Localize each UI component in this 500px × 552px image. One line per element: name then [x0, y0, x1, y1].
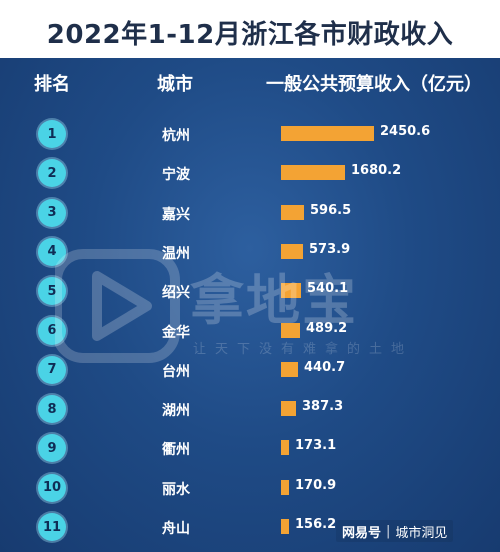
bar-row: 10 丽水 170.9	[0, 473, 500, 503]
source-credit: 网易号 | 城市洞见	[336, 520, 454, 542]
source-name: 城市洞见	[395, 525, 448, 541]
city-label: 衢州	[162, 442, 190, 459]
city-label: 宁波	[162, 167, 190, 184]
value-bar	[281, 204, 304, 220]
value-label: 173.1	[295, 438, 337, 454]
rank-badge: 2	[38, 159, 66, 188]
value-label: 387.3	[302, 399, 344, 415]
value-bar	[281, 283, 301, 299]
bar-row: 4 温州 573.9	[0, 237, 500, 267]
rank-badge: 3	[38, 198, 66, 227]
watermark-slogan: 让天下没有难拿的土地	[193, 342, 414, 357]
city-label: 舟山	[162, 521, 190, 537]
bar-row: 6 金华 489.2	[0, 316, 500, 346]
rank-badge: 11	[38, 513, 66, 541]
rank-badge: 8	[38, 395, 66, 424]
title-band	[0, 0, 500, 58]
city-label: 金华	[162, 324, 190, 341]
rank-badge: 4	[38, 237, 66, 266]
bar-row: 3 嘉兴 596.5	[0, 198, 500, 228]
city-label: 杭州	[162, 128, 190, 144]
value-bar	[281, 361, 298, 377]
value-bar	[281, 519, 289, 534]
value-bar	[281, 165, 345, 181]
column-header-rank: 排名	[34, 74, 70, 95]
value-label: 1680.2	[351, 163, 402, 179]
rank-badge: 5	[38, 277, 66, 306]
value-bar	[281, 401, 296, 417]
value-bar	[281, 126, 374, 141]
column-header-city: 城市	[157, 74, 193, 95]
value-label: 596.5	[310, 202, 352, 218]
value-bar	[281, 322, 300, 338]
watermark-brand: 拿地宝	[190, 269, 358, 332]
value-label: 170.9	[295, 477, 337, 493]
bar-row: 7 台州 440.7	[0, 355, 500, 385]
value-label: 573.9	[309, 241, 351, 257]
column-header-value: 一般公共预算收入（亿元）	[266, 74, 482, 95]
source-separator: |	[386, 523, 391, 539]
value-label: 489.2	[306, 320, 348, 336]
bar-row: 11 舟山 156.2	[0, 512, 500, 542]
bar-row: 8 湖州 387.3	[0, 394, 500, 424]
bar-row: 2 宁波 1680.2	[0, 158, 500, 188]
value-bar	[281, 243, 303, 259]
value-bar	[281, 440, 289, 456]
bar-row: 5 绍兴 540.1	[0, 276, 500, 306]
bar-row: 9 衢州 173.1	[0, 433, 500, 463]
city-label: 温州	[162, 245, 190, 262]
bar-row: 1 杭州 2450.6	[0, 119, 500, 149]
value-bar	[281, 479, 289, 495]
rank-badge: 10	[38, 473, 66, 502]
value-label: 156.2	[295, 517, 337, 532]
rank-badge: 9	[38, 434, 66, 463]
value-label: 2450.6	[380, 124, 431, 139]
value-label: 540.1	[307, 281, 349, 297]
city-label: 湖州	[162, 403, 190, 420]
value-label: 440.7	[304, 359, 346, 375]
rank-badge: 1	[38, 120, 66, 148]
city-label: 绍兴	[162, 285, 190, 302]
city-label: 丽水	[162, 481, 190, 498]
source-logo: 网易号	[342, 525, 382, 541]
chart-title: 2022年1-12月浙江各市财政收入	[46, 20, 454, 50]
rank-badge: 6	[38, 316, 66, 345]
rank-badge: 7	[38, 355, 66, 384]
city-label: 嘉兴	[162, 206, 190, 223]
city-label: 台州	[162, 363, 190, 380]
